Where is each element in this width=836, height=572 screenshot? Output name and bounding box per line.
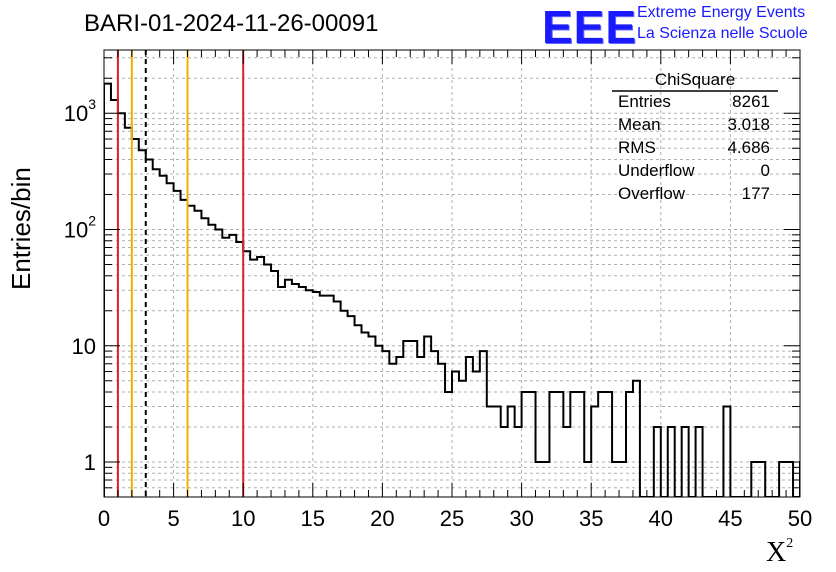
stats-value: 4.686 [727, 138, 770, 157]
stats-label: Mean [618, 115, 661, 134]
x-tick-label: 5 [167, 506, 179, 531]
y-tick-label: 1 [84, 450, 96, 475]
x-tick-label: 25 [440, 506, 464, 531]
x-tick-label: 0 [98, 506, 110, 531]
y-tick-label: 102 [64, 213, 96, 243]
x-tick-label: 30 [509, 506, 533, 531]
stats-label: RMS [618, 138, 656, 157]
y-tick-label: 10 [72, 334, 96, 359]
stats-box-title: ChiSquare [654, 70, 736, 89]
logo-line-2: La Scienza nelle Scuole [637, 25, 808, 42]
stats-label: Entries [618, 92, 671, 111]
logo-line-1: Extreme Energy Events [637, 4, 806, 21]
x-tick-label: 10 [231, 506, 255, 531]
eee-logo: EEE [542, 1, 638, 53]
x-tick-label: 45 [718, 506, 742, 531]
chart-title: BARI-01-2024-11-26-00091 [84, 10, 379, 37]
stats-label: Overflow [618, 184, 686, 203]
x-tick-label: 35 [579, 506, 603, 531]
x-tick-label: 50 [788, 506, 812, 531]
x-tick-label: 40 [649, 506, 673, 531]
stats-value: 3.018 [727, 115, 770, 134]
y-tick-label: 103 [64, 96, 96, 126]
stats-value: 0 [760, 161, 770, 180]
x-tick-label: 20 [370, 506, 394, 531]
histogram-series [104, 82, 800, 497]
stats-value: 177 [741, 184, 770, 203]
stats-value: 8261 [732, 92, 770, 111]
stats-label: Underflow [618, 161, 695, 180]
x-axis-label: X2 [766, 536, 794, 568]
x-tick-label: 15 [301, 506, 325, 531]
